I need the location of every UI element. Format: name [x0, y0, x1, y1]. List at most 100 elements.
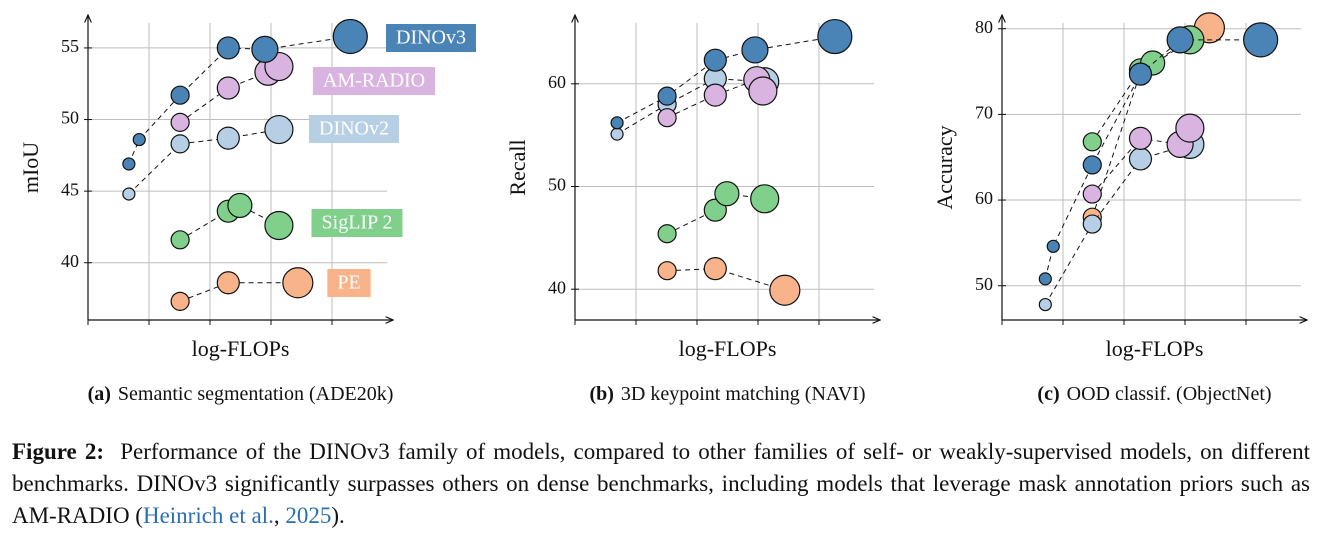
y-axis-title: mIoU [18, 142, 43, 193]
bubble [216, 36, 240, 60]
legend-label: SigLIP 2 [322, 212, 393, 234]
y-tick-label: 55 [61, 36, 79, 56]
bubble [1082, 214, 1102, 234]
bubble [122, 187, 136, 201]
legend-box [309, 115, 399, 143]
bubble [1038, 297, 1052, 312]
y-tick-label: 50 [975, 274, 993, 294]
caption-text: Performance of the DINOv3 family of mode… [12, 439, 1310, 528]
citation[interactable]: 2025 [285, 503, 332, 528]
bubble [227, 192, 253, 219]
series-line [616, 78, 765, 135]
y-axis-title: Accuracy [932, 125, 957, 209]
subcaption-text: Semantic segmentation (ADE20k) [118, 383, 394, 405]
x-axis-title: log-FLOPs [1106, 336, 1204, 361]
series-line [128, 129, 280, 195]
series-line [128, 35, 351, 165]
bubble [657, 108, 677, 128]
bubble [750, 184, 780, 214]
bubble [610, 116, 624, 130]
subcaption-label: (b) [589, 383, 613, 405]
legend-box [311, 209, 403, 237]
bubble [703, 48, 727, 72]
subcaption-text: OOD classif. (ObjectNet) [1067, 383, 1272, 405]
subcaption: (b) 3D keypoint matching (NAVI) [589, 383, 865, 405]
bubble [1128, 62, 1153, 86]
bubble [657, 224, 677, 244]
y-tick-label: 40 [548, 277, 566, 297]
chart: 50 60 70 80 log-FLOPs Accuracy (c) OOD classif.… [932, 12, 1307, 405]
bubble [264, 114, 294, 145]
bubble [132, 132, 146, 147]
bubble [1038, 272, 1052, 286]
citation[interactable]: Heinrich et al. [142, 503, 274, 528]
legend-label: AM-RADIO [323, 70, 425, 92]
bubble [216, 271, 240, 295]
bubble [1128, 126, 1153, 150]
chart: 40 50 60 log-FLOPs Recall (b) 3D keypoint matc… [505, 15, 880, 405]
series-line [1091, 127, 1191, 195]
y-axis-title: Recall [505, 139, 530, 195]
bubble [251, 35, 279, 63]
bubble [1128, 147, 1153, 171]
bubble [748, 76, 778, 106]
bubble [741, 36, 769, 64]
bubble [817, 18, 853, 55]
bubble [282, 267, 314, 299]
chart: 40 45 50 55 log-FLOPs mIoU (a) Semantic segment… [18, 15, 476, 405]
caption-label: Figure 2: [12, 439, 104, 464]
x-axis-title: log-FLOPs [679, 336, 777, 361]
legend-label: DINOv3 [396, 27, 466, 49]
figure-caption: Figure 2: Performance of the DINOv3 fami… [12, 436, 1310, 532]
bubble [1243, 22, 1279, 58]
subcaption-text: 3D keypoint matching (NAVI) [621, 383, 866, 405]
bubble [657, 86, 677, 106]
y-tick-label: 80 [975, 17, 993, 37]
series-line [616, 36, 835, 124]
bubble [1082, 155, 1102, 175]
bubble [170, 85, 190, 105]
bubble [1166, 26, 1194, 54]
bubble [769, 274, 801, 306]
bubble [657, 261, 677, 281]
bubble [332, 18, 368, 55]
y-tick-label: 70 [975, 103, 993, 123]
y-tick-label: 60 [975, 188, 993, 208]
series-line [1091, 39, 1191, 143]
legend-box [327, 269, 371, 297]
legend-label: PE [337, 272, 360, 294]
bubble [1175, 113, 1205, 143]
bubble [170, 134, 190, 154]
y-tick-label: 60 [548, 72, 566, 92]
subcaption-label: (c) [1037, 383, 1059, 405]
bubble [122, 157, 136, 171]
bubble [1082, 132, 1102, 152]
subcaption: (c) OOD classif. (ObjectNet) [1037, 383, 1271, 405]
bubble [216, 126, 240, 150]
series-line [179, 204, 280, 241]
y-tick-label: 50 [548, 175, 566, 195]
bubble [714, 181, 740, 207]
bubble [216, 76, 240, 100]
bubble [264, 210, 294, 241]
bubble [703, 257, 727, 281]
bubble [610, 127, 624, 141]
x-axis-title: log-FLOPs [192, 336, 290, 361]
bubble [170, 291, 190, 311]
bubble [170, 230, 190, 250]
legend-box [312, 67, 436, 95]
series-line [1044, 39, 1261, 279]
y-tick-label: 40 [61, 251, 79, 271]
caption-text: ). [331, 503, 345, 528]
legend-box [386, 24, 476, 52]
series-line [1044, 143, 1191, 305]
bubble [170, 112, 190, 132]
bubble [1046, 239, 1060, 253]
figure: 40 45 50 55 log-FLOPs mIoU (a) Semantic segment… [18, 12, 1322, 405]
bubble [703, 83, 727, 107]
subcaption-label: (a) [88, 383, 111, 405]
y-tick-label: 45 [61, 179, 79, 199]
subcaption: (a) Semantic segmentation (ADE20k) [88, 383, 394, 405]
y-tick-label: 50 [61, 108, 79, 128]
legend-label: DINOv2 [319, 118, 389, 140]
